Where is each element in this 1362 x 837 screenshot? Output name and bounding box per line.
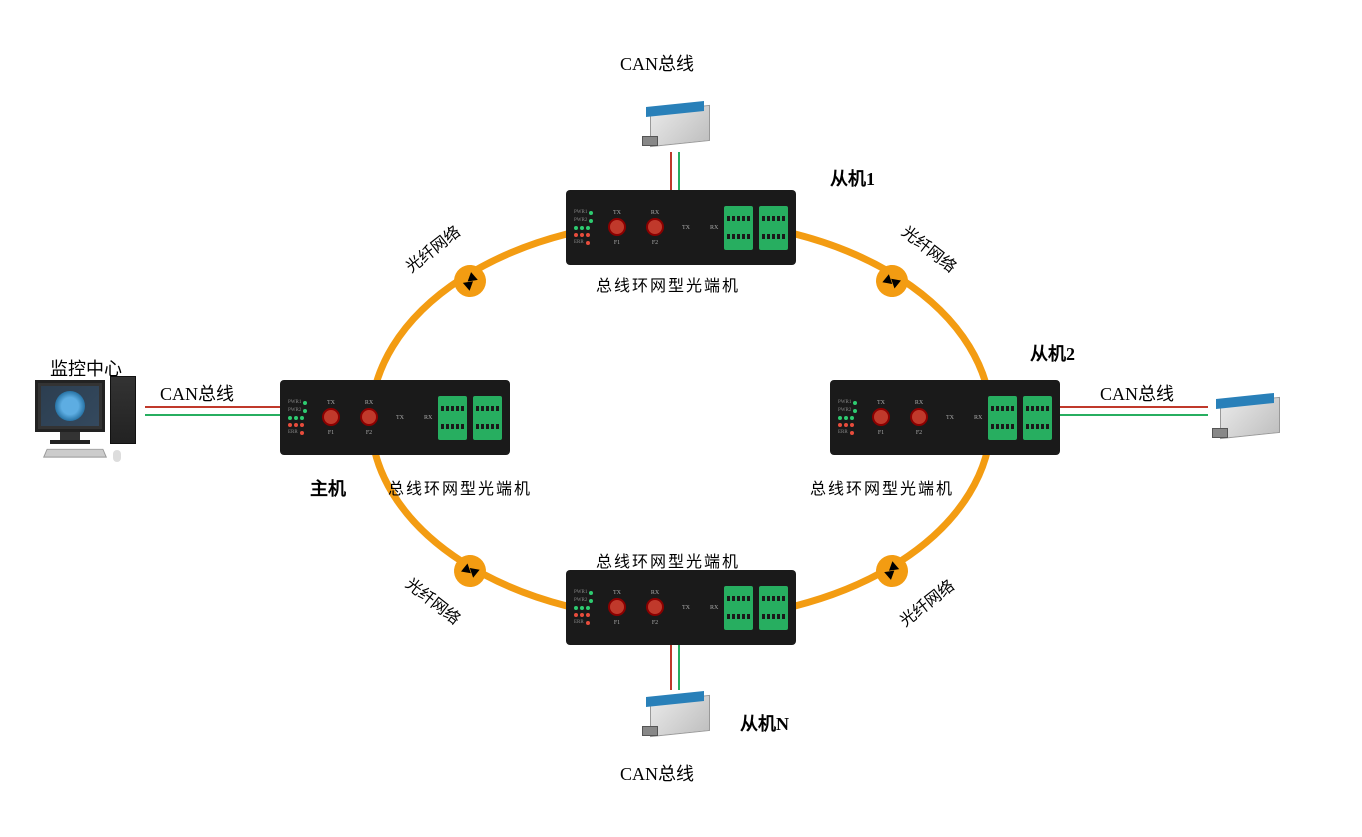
optical-terminal-left: PWR1 PWR2 ERR TXF1 RXF2 TX RX: [280, 380, 510, 455]
master-label: 主机: [310, 475, 346, 501]
can-bus-label: CAN总线: [620, 50, 694, 76]
slaveN-label: 从机N: [740, 710, 789, 736]
can-bus-label: CAN总线: [620, 760, 694, 786]
optical-terminal-bottom: PWR1 PWR2 ERR TXF1 RXF2 TX RX: [566, 570, 796, 645]
can-converter-top: [640, 100, 720, 150]
can-converter-bottom: [640, 690, 720, 740]
can-converter-right: [1210, 392, 1290, 442]
can-bus-label: CAN总线: [1100, 380, 1174, 406]
slave2-label: 从机2: [1030, 340, 1075, 366]
device-label: 总线环网型光端机: [388, 475, 532, 499]
optical-terminal-right: PWR1 PWR2 ERR TXF1 RXF2 TX RX: [830, 380, 1060, 455]
optical-terminal-top: PWR1 PWR2 ERR TXF1 RXF2 TX RX: [566, 190, 796, 265]
can-bus-label: CAN总线: [160, 380, 234, 406]
device-label: 总线环网型光端机: [810, 475, 954, 499]
monitoring-center-label: 监控中心: [50, 355, 122, 381]
device-label: 总线环网型光端机: [596, 272, 740, 296]
monitoring-computer: [35, 380, 105, 444]
device-label: 总线环网型光端机: [596, 548, 740, 572]
slave1-label: 从机1: [830, 165, 875, 191]
